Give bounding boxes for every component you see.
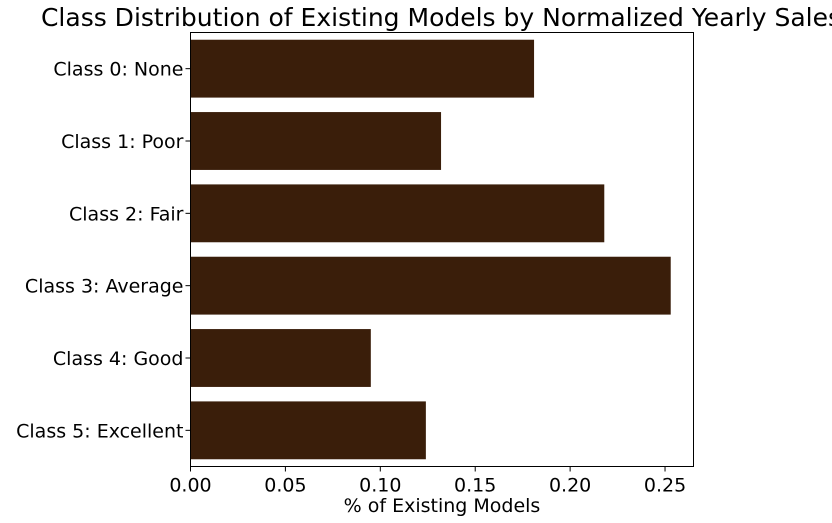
bars-layer	[190, 39, 671, 460]
chart-title: Class Distribution of Existing Models by…	[41, 3, 832, 32]
x-tick-label-2: 0.10	[359, 475, 401, 497]
y-tick-label-3: Class 3: Average	[25, 276, 184, 298]
y-tick-label-4: Class 4: Good	[53, 348, 184, 370]
x-tick-label-3: 0.15	[454, 475, 496, 497]
y-tick-label-0: Class 0: None	[53, 59, 183, 81]
bar-4	[190, 329, 371, 387]
bar-3	[190, 256, 671, 315]
x-axis-label: % of Existing Models	[344, 495, 541, 517]
x-tick-label-1: 0.05	[264, 475, 306, 497]
x-tick-label-4: 0.20	[549, 475, 591, 497]
bar-0	[190, 39, 535, 98]
y-tick-label-2: Class 2: Fair	[69, 203, 184, 225]
y-tick-label-5: Class 5: Excellent	[16, 420, 183, 442]
y-axis: Class 0: None Class 1: Poor Class 2: Fair C…	[16, 59, 191, 442]
x-axis: 0.00 0.05 0.10 0.15 0.20 0.25	[169, 466, 686, 497]
bar-5	[190, 401, 426, 460]
x-tick-label-5: 0.25	[644, 475, 686, 497]
y-tick-label-1: Class 1: Poor	[61, 131, 184, 153]
bar-2	[190, 184, 605, 243]
bar-1	[190, 112, 442, 170]
x-tick-label-0: 0.00	[169, 475, 211, 497]
plot-frame	[190, 32, 694, 467]
